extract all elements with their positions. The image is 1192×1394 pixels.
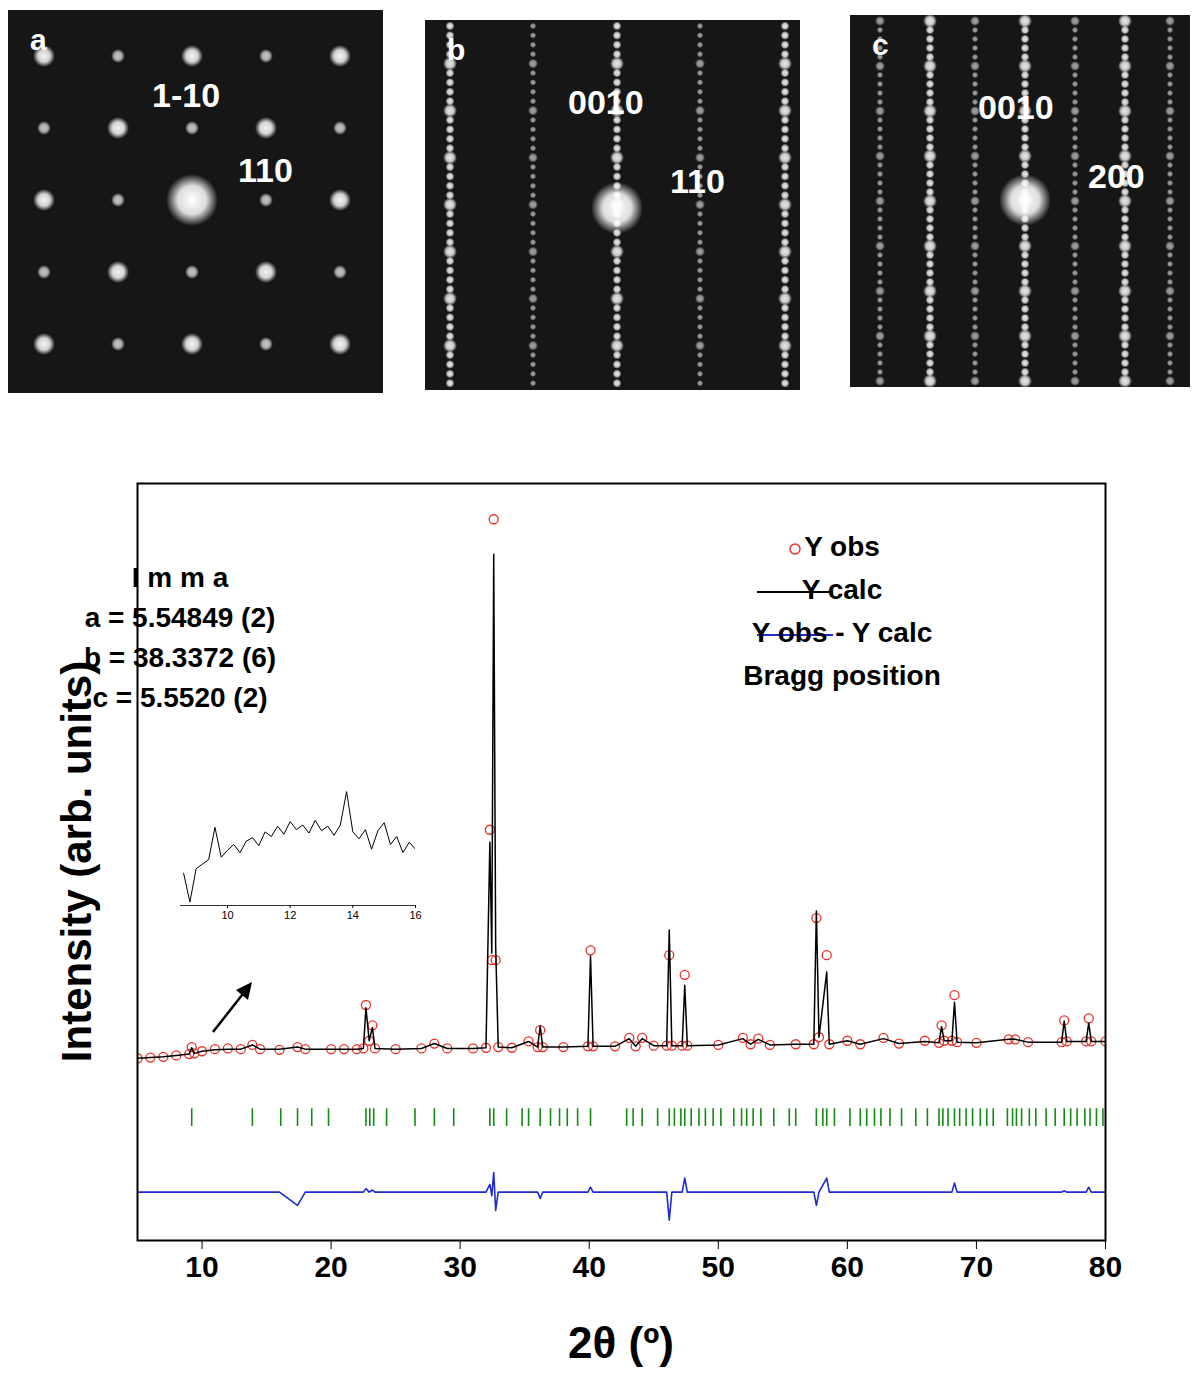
svg-text:Y obs - Y calc: Y obs - Y calc (752, 617, 933, 648)
svg-text:80: 80 (1089, 1250, 1122, 1283)
svg-text:12: 12 (284, 909, 296, 921)
svg-text:Intensity (arb. units): Intensity (arb. units) (53, 661, 100, 1062)
svg-text:10: 10 (221, 909, 233, 921)
svg-text:Y obs: Y obs (804, 531, 880, 562)
svg-text:a = 5.54849 (2): a = 5.54849 (2) (85, 602, 276, 633)
svg-text:110: 110 (670, 162, 725, 200)
svg-text:70: 70 (960, 1250, 993, 1283)
svg-text:10: 10 (185, 1250, 218, 1283)
svg-text:b: b (447, 33, 465, 66)
svg-text:a: a (30, 23, 47, 56)
svg-text:2θ (º): 2θ (º) (568, 1318, 674, 1367)
svg-text:b = 38.3372 (6): b = 38.3372 (6) (84, 642, 276, 673)
svg-text:c: c (872, 28, 889, 61)
svg-text:16: 16 (409, 909, 421, 921)
svg-text:Y calc: Y calc (802, 574, 882, 605)
svg-text:Bragg position: Bragg position (743, 660, 941, 691)
svg-text:60: 60 (831, 1250, 864, 1283)
svg-text:200: 200 (1088, 157, 1145, 195)
svg-text:1-10: 1-10 (152, 76, 220, 114)
svg-text:20: 20 (314, 1250, 347, 1283)
svg-text:0010: 0010 (978, 88, 1054, 126)
svg-text:110: 110 (238, 151, 293, 189)
svg-text:c = 5.5520 (2): c = 5.5520 (2) (92, 682, 267, 713)
svg-text:0010: 0010 (568, 83, 644, 121)
svg-text:40: 40 (573, 1250, 606, 1283)
svg-text:30: 30 (443, 1250, 476, 1283)
svg-text:50: 50 (702, 1250, 735, 1283)
svg-text:I m m a: I m m a (132, 562, 229, 593)
svg-text:14: 14 (347, 909, 359, 921)
